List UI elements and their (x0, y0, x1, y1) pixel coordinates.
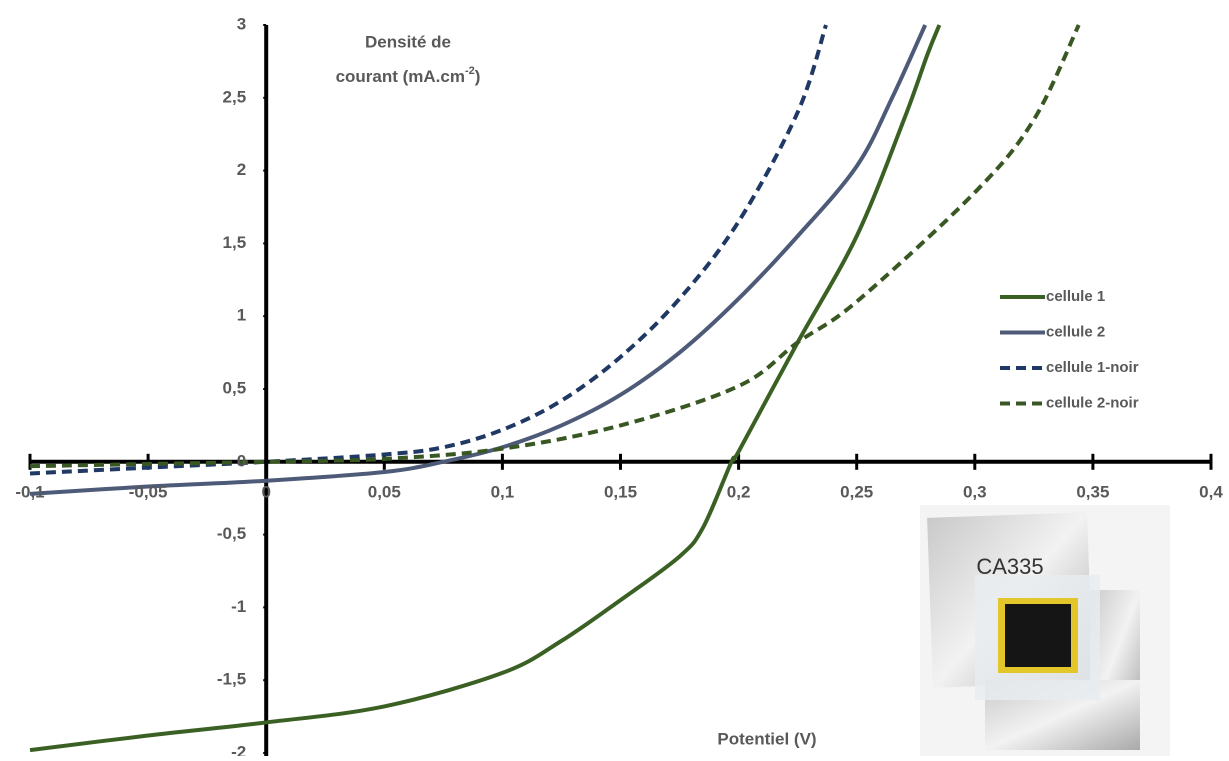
y-axis-title: courant (mA.cm-2) (336, 65, 481, 87)
inset-label: CA335 (976, 554, 1043, 579)
series-line (29, 24, 1081, 469)
y-tick-label: -2 (231, 742, 246, 756)
series-line (29, 24, 928, 496)
x-tick-label: 0,05 (368, 482, 401, 501)
x-tick-label: 0,25 (840, 482, 873, 501)
inset-photo: CA335 (920, 505, 1170, 756)
x-tick-label: 0,3 (963, 482, 987, 501)
x-tick-label: 0 (261, 482, 270, 501)
y-tick-label: 3 (237, 14, 246, 33)
y-tick-label: -1,5 (217, 670, 246, 689)
y-tick-label: 2 (237, 160, 246, 179)
y-axis-title-main: courant (mA.cm (336, 67, 465, 86)
y-tick-label: 0,5 (223, 378, 247, 397)
series-line (29, 24, 942, 753)
legend-label: cellule 1 (1046, 288, 1105, 305)
y-axis-title-end: ) (475, 67, 481, 86)
y-tick-label: -0,5 (217, 524, 246, 543)
y-tick-label: 1,5 (223, 233, 247, 252)
x-tick-label: 0,1 (491, 482, 515, 501)
y-axis-title: Densité de (365, 32, 451, 51)
y-tick-label: 0 (237, 451, 246, 470)
x-tick-label: -0,1 (15, 482, 44, 501)
x-tick-label: -0,05 (129, 482, 168, 501)
x-tick-label: 0,4 (1199, 482, 1223, 501)
legend-label: cellule 2-noir (1046, 394, 1139, 411)
legend-label: cellule 1-noir (1046, 359, 1139, 376)
y-tick-label: -1 (231, 597, 246, 616)
series-line (29, 24, 828, 476)
x-tick-label: 0,2 (727, 482, 751, 501)
x-axis-title: Potentiel (V) (717, 729, 816, 748)
y-tick-label: 2,5 (223, 87, 247, 106)
plot-area (28, 24, 1213, 756)
y-axis-title-sup: -2 (465, 65, 475, 77)
legend: cellule 1 cellule 2 cellule 1-noir cellule … (1000, 288, 1139, 411)
legend-label: cellule 2 (1046, 323, 1105, 340)
x-tick-label: 0,15 (604, 482, 637, 501)
x-tick-label: 0,35 (1076, 482, 1109, 501)
y-tick-label: 1 (237, 306, 246, 325)
